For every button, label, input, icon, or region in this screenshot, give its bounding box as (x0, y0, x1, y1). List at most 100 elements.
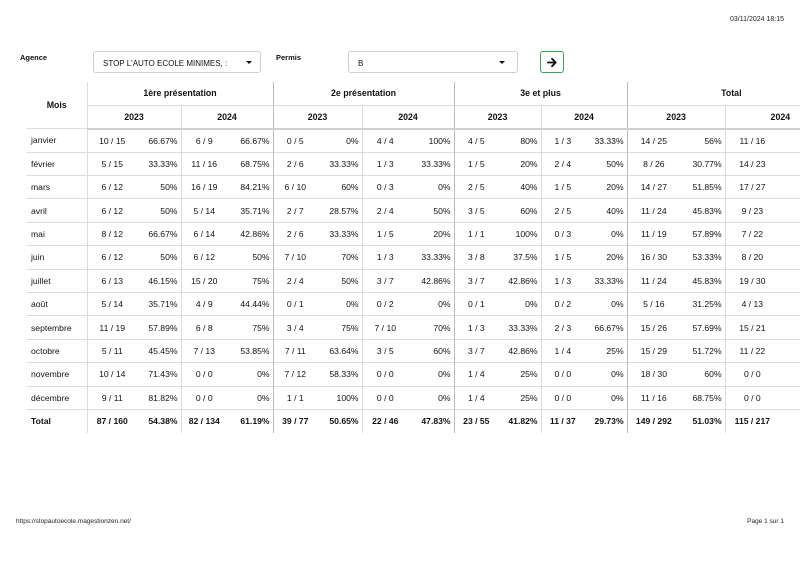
month-cell: mars (27, 175, 87, 199)
percent-cell: 100% (317, 385, 363, 410)
percent-cell: 58.33% (317, 362, 363, 387)
permis-select[interactable]: B (348, 51, 518, 73)
table-row: juin 6 / 12 50% 6 / 12 50% 7 / 10 70% 1 / 3 33.3… (27, 245, 800, 270)
fraction-cell: 15 / 20 (180, 268, 227, 293)
percent-cell: 66.67% (227, 128, 274, 153)
fraction-cell: 2 / 4 (272, 268, 318, 293)
fraction-cell: 7 / 13 (180, 338, 227, 363)
percent-cell (779, 408, 800, 433)
fraction-cell: 3 / 5 (361, 338, 409, 363)
month-cell: novembre (27, 362, 87, 387)
percent-cell: 57.89% (137, 315, 181, 340)
percent-cell: 44.44% (227, 292, 274, 316)
percent-cell: 0% (408, 292, 455, 316)
percent-cell: 50.65% (317, 408, 363, 433)
group-header: Total (626, 82, 800, 106)
fraction-cell: 8 / 26 (626, 151, 681, 176)
percent-cell: 45.45% (137, 338, 181, 363)
fraction-cell: 8 / 12 (86, 221, 137, 246)
percent-cell: 100% (408, 128, 455, 153)
fraction-cell: 0 / 0 (724, 385, 780, 410)
month-cell: mai (27, 221, 87, 246)
fraction-cell: 10 / 14 (86, 362, 137, 387)
fraction-cell: 2 / 4 (540, 151, 585, 176)
agence-select[interactable]: STOP L'AUTO ECOLE MINIMES, : (93, 51, 261, 73)
group-header: 3e et plus (453, 82, 628, 106)
month-cell: octobre (27, 338, 87, 363)
table-row: septembre 11 / 19 57.89% 6 / 8 75% 3 / 4 75% 7 … (27, 315, 800, 340)
fraction-cell: 0 / 0 (361, 385, 409, 410)
fraction-cell: 6 / 9 (180, 128, 227, 153)
fraction-cell: 6 / 12 (180, 245, 227, 270)
fraction-cell: 22 / 46 (361, 408, 409, 433)
fraction-cell: 1 / 1 (453, 221, 499, 246)
fraction-cell: 1 / 3 (540, 128, 585, 153)
percent-cell: 53.33% (680, 245, 726, 270)
percent-cell: 0% (584, 221, 628, 246)
fraction-cell: 0 / 0 (540, 362, 585, 387)
percent-cell: 0% (584, 385, 628, 410)
percent-cell: 35.71% (227, 198, 274, 223)
fraction-cell: 7 / 12 (272, 362, 318, 387)
table-row: avril 6 / 12 50% 5 / 14 35.71% 2 / 7 28.57% 2 /… (27, 198, 800, 223)
percent-cell (779, 385, 800, 410)
fraction-cell: 115 / 217 (724, 408, 780, 433)
percent-cell: 60% (680, 362, 726, 387)
fraction-cell: 3 / 7 (453, 268, 499, 293)
fraction-cell: 7 / 11 (272, 338, 318, 363)
page-number: Page 1 sur 1 (747, 518, 784, 525)
fraction-cell: 3 / 5 (453, 198, 499, 223)
print-timestamp: 03/11/2024 18:15 (730, 16, 784, 23)
permis-select-value: B (358, 59, 364, 68)
month-cell: décembre (27, 385, 87, 410)
fraction-cell: 11 / 22 (724, 338, 780, 363)
percent-cell: 51.03% (680, 408, 726, 433)
month-cell: juin (27, 245, 87, 270)
percent-cell (779, 245, 800, 270)
fraction-cell: 1 / 1 (272, 385, 318, 410)
month-cell: août (27, 292, 87, 316)
fraction-cell: 0 / 0 (540, 385, 585, 410)
percent-cell: 3 (779, 221, 800, 246)
percent-cell: 37.5% (498, 245, 542, 270)
total-label: Total (27, 408, 87, 433)
percent-cell: 53.85% (227, 338, 274, 363)
fraction-cell: 6 / 10 (272, 175, 318, 199)
apply-filter-button[interactable] (540, 51, 564, 73)
fraction-cell: 0 / 0 (180, 362, 227, 387)
fraction-cell: 6 / 12 (86, 198, 137, 223)
fraction-cell: 6 / 12 (86, 175, 137, 199)
percent-cell: 0% (408, 175, 455, 199)
percent-cell: 50% (317, 268, 363, 293)
percent-cell: 33.33% (584, 128, 628, 153)
percent-cell: 61.19% (227, 408, 274, 433)
percent-cell: 81.82% (137, 385, 181, 410)
percent-cell: 100% (498, 221, 542, 246)
percent-cell: 29.73% (584, 408, 628, 433)
fraction-cell: 87 / 160 (86, 408, 137, 433)
percent-cell: 40% (498, 175, 542, 199)
year-header: 2024 (180, 104, 274, 130)
year-header: 2023 (626, 104, 726, 130)
fraction-cell: 11 / 19 (86, 315, 137, 340)
percent-cell: 25% (498, 385, 542, 410)
stats-table-body: janvier 10 / 15 66.67% 6 / 9 66.67% 0 / 5 0% 4 … (27, 128, 800, 433)
fraction-cell: 3 / 7 (361, 268, 409, 293)
fraction-cell: 15 / 26 (626, 315, 681, 340)
percent-cell: 6 (779, 268, 800, 293)
percent-cell: 33.33% (408, 245, 455, 270)
fraction-cell: 5 / 14 (180, 198, 227, 223)
percent-cell: 3 (779, 198, 800, 223)
percent-cell: 60% (408, 338, 455, 363)
percent-cell: 6 (779, 151, 800, 176)
fraction-cell: 15 / 29 (626, 338, 681, 363)
percent-cell: 56% (680, 128, 726, 153)
filters-bar: Agence STOP L'AUTO ECOLE MINIMES, : Perm… (20, 50, 780, 80)
percent-cell: 33.33% (584, 268, 628, 293)
stats-table: Mois 1ère présentation 2e présentation 3… (27, 82, 800, 433)
group-header-row: Mois 1ère présentation 2e présentation 3… (27, 82, 800, 110)
year-header: 2024 (724, 104, 800, 130)
fraction-cell: 9 / 23 (724, 198, 780, 223)
percent-cell: 25% (498, 362, 542, 387)
